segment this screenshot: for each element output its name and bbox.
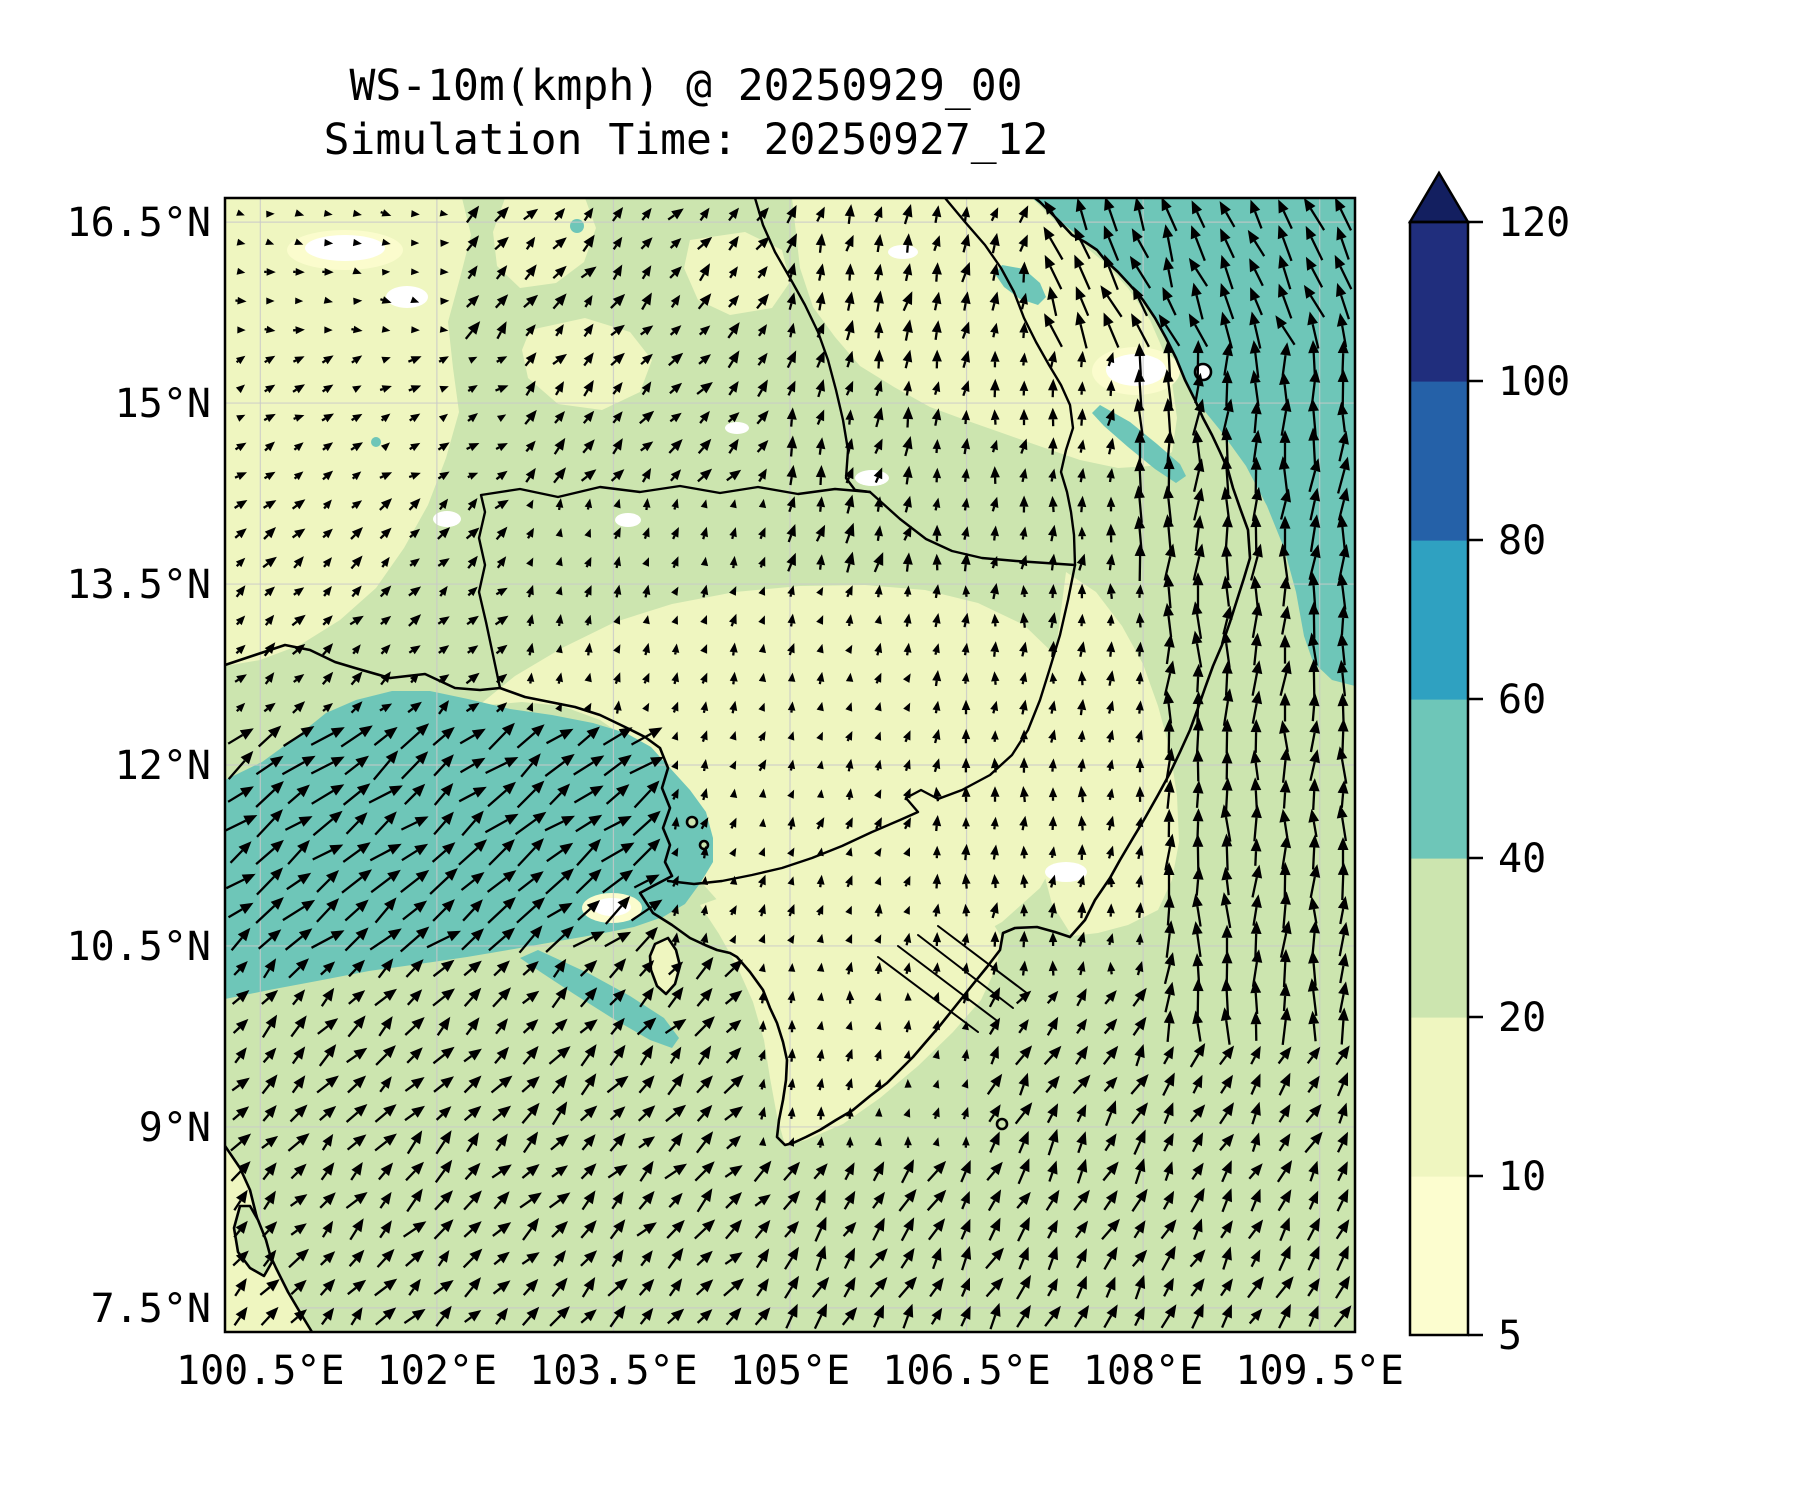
quiver-shafts [225,208,1353,1330]
country-borders [477,198,1077,886]
colorbar-band [1410,858,1468,1018]
coastline-mainland [225,198,1252,1147]
y-tick-label: 13.5°N [67,562,212,608]
chart-title: WS-10m(kmph) @ 20250929_00 [349,61,1022,111]
y-tick-label: 16.5°N [67,200,212,246]
border-thailand-cambodia [477,484,872,690]
teal-contour-patches [225,198,1355,1048]
y-axis-tick-labels: 16.5°N 15°N 13.5°N 12°N 10.5°N 9°N 7.5°N [67,200,212,1332]
colorbar-tick-label: 40 [1498,836,1546,882]
colorbar-tick-label: 5 [1498,1313,1522,1359]
colorbar-tick-label: 20 [1498,995,1546,1041]
y-tick-label: 7.5°N [91,1286,211,1332]
x-tick-label: 102°E [377,1348,497,1394]
colorbar-tick-label: 10 [1498,1154,1546,1200]
con-dao-island [995,1117,1009,1131]
y-tick-label: 12°N [115,743,211,789]
colorbar-frame [1408,220,1470,1337]
x-tick-label: 100.5°E [176,1348,345,1394]
x-axis-tick-labels: 100.5°E 102°E 103.5°E 105°E 106.5°E 108°E 109.… [176,1348,1404,1394]
colorbar-band [1410,381,1468,541]
colorbar-band [1410,699,1468,859]
gulf-island [698,839,710,851]
border-cambodia-vietnam [666,563,1077,886]
border-laos-vietnam [943,198,1077,567]
colorbar-band [1410,1176,1468,1336]
colorbar-tick-label: 120 [1498,200,1570,246]
x-tick-label: 109.5°E [1235,1348,1404,1394]
wind-quiver-layer [225,198,1353,1330]
x-tick-label: 106.5°E [882,1348,1051,1394]
colorbar-tick-label: 80 [1498,518,1546,564]
colorbar-band [1410,1017,1468,1177]
colorbar-band [1410,540,1468,700]
gulf-island [685,815,699,829]
colorbar: 5 10 20 40 60 80 100 120 [1407,170,1570,1359]
colorbar-tick-label: 100 [1498,359,1570,405]
y-tick-label: 15°N [115,381,211,427]
x-tick-label: 108°E [1083,1348,1203,1394]
plot-frame [223,196,1357,1334]
colorbar-band [1410,222,1468,382]
y-tick-label: 9°N [139,1105,211,1151]
x-tick-label: 105°E [730,1348,850,1394]
colorbar-tick-label: 60 [1498,677,1546,723]
y-tick-label: 10.5°N [67,924,212,970]
x-tick-label: 103.5°E [529,1348,698,1394]
chart-subtitle: Simulation Time: 20250927_12 [324,115,1049,165]
map-plot [225,198,1355,1332]
colorbar-over-arrow [1407,170,1471,224]
border-laos-thailand-mekong [753,198,872,494]
